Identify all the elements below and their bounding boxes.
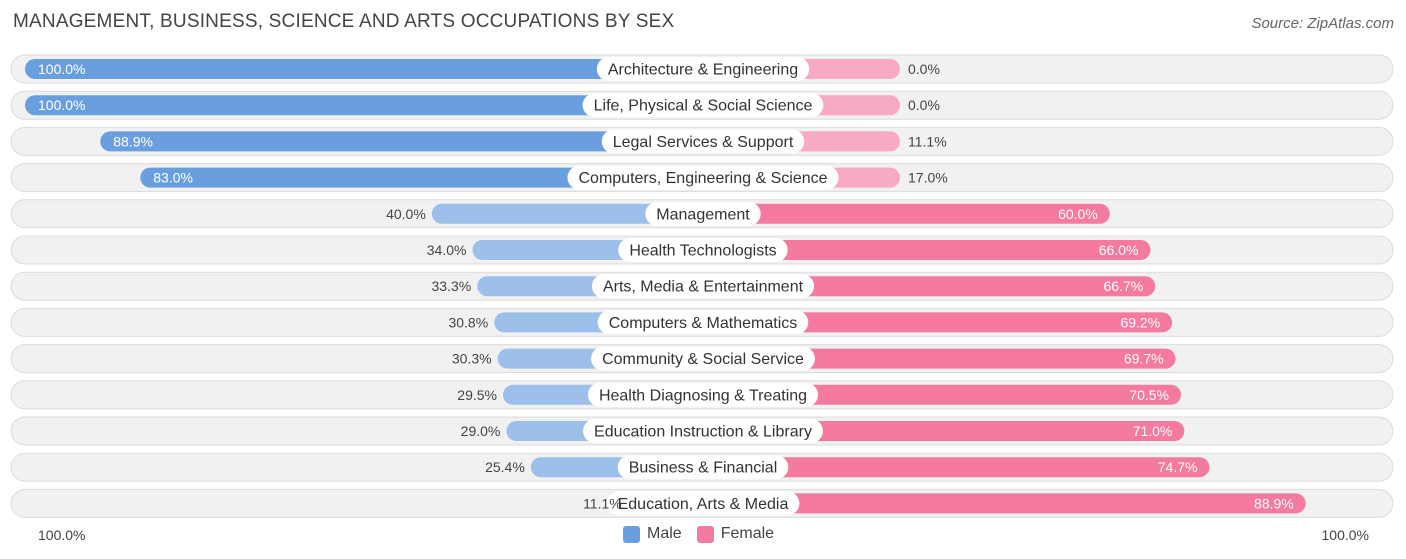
category-label: Computers & Mathematics <box>609 315 798 332</box>
category-label: Business & Financial <box>629 460 778 477</box>
male-bar <box>25 59 703 79</box>
male-value-label: 30.8% <box>448 314 488 330</box>
category-pill <box>606 491 800 516</box>
female-bar <box>703 276 1156 297</box>
category-pill <box>618 238 788 262</box>
male-value-label: 25.4% <box>485 459 525 475</box>
category-label: Health Technologists <box>629 243 776 260</box>
female-value-label: 71.0% <box>1133 423 1173 439</box>
legend-label-male: Male <box>647 525 682 542</box>
female-value-label: 70.5% <box>1129 387 1169 403</box>
male-value-label: 33.3% <box>432 278 472 294</box>
male-value-label: 29.0% <box>461 423 501 439</box>
male-value-label: 100.0% <box>38 97 85 113</box>
female-bar <box>703 421 1185 441</box>
female-bar <box>703 240 1151 260</box>
legend-item-male: Male <box>623 525 682 543</box>
category-pill <box>591 346 815 371</box>
female-value-label: 17.0% <box>908 170 948 186</box>
legend-label-female: Female <box>720 525 775 542</box>
axis-left-label: 100.0% <box>38 527 86 543</box>
category-label: Architecture & Engineering <box>608 62 798 79</box>
category-pill <box>596 57 810 81</box>
male-bar <box>100 131 704 152</box>
legend-swatch-female <box>696 525 714 543</box>
legend-swatch-male <box>623 525 640 543</box>
female-value-label: 66.0% <box>1099 242 1139 258</box>
category-pill <box>567 165 839 190</box>
female-bar <box>703 493 1306 514</box>
category-pill <box>645 201 761 226</box>
category-pill <box>583 419 823 443</box>
male-bar <box>431 203 703 224</box>
axis-right-label: 100.0% <box>1321 527 1369 543</box>
category-label: Education, Arts & Media <box>618 496 789 513</box>
female-bar <box>703 348 1176 369</box>
diverging-bar-chart: Architecture & Engineering 100.0% 0.0% Life… <box>10 54 1394 518</box>
category-pill <box>601 129 805 154</box>
source-note: Source: ZipAtlas.com <box>1251 15 1394 32</box>
category-pill <box>591 274 815 299</box>
male-value-label: 83.0% <box>153 170 193 186</box>
male-value-label: 30.3% <box>452 351 492 367</box>
female-bar <box>703 384 1181 405</box>
category-label: Health Diagnosing & Treating <box>599 387 807 404</box>
category-label: Life, Physical & Social Science <box>594 98 813 115</box>
male-value-label: 40.0% <box>386 206 426 222</box>
female-value-label: 69.2% <box>1120 314 1160 330</box>
male-value-label: 34.0% <box>427 242 467 258</box>
category-label: Computers, Engineering & Science <box>578 170 827 187</box>
male-value-label: 100.0% <box>38 61 85 77</box>
male-value-label: 88.9% <box>113 133 153 149</box>
category-label: Community & Social Service <box>602 351 804 368</box>
category-pill <box>617 455 789 480</box>
female-bar <box>703 203 1110 224</box>
female-bar <box>703 457 1210 478</box>
male-bar <box>25 95 703 116</box>
category-label: Arts, Media & Entertainment <box>603 279 804 296</box>
female-value-label: 88.9% <box>1254 495 1294 511</box>
male-value-label: 29.5% <box>457 387 497 403</box>
female-bar <box>703 312 1173 333</box>
female-value-label: 0.0% <box>908 97 940 113</box>
chart-title: MANAGEMENT, BUSINESS, SCIENCE AND ARTS O… <box>13 11 675 32</box>
female-value-label: 74.7% <box>1158 459 1198 475</box>
legend: Male Female <box>623 525 789 543</box>
category-label: Education Instruction & Library <box>594 424 812 441</box>
category-label: Management <box>656 206 750 223</box>
female-value-label: 69.7% <box>1124 351 1164 367</box>
category-label: Legal Services & Support <box>613 134 794 151</box>
male-bar <box>140 167 703 188</box>
category-pill <box>582 93 824 118</box>
legend-item-female: Female <box>696 525 775 543</box>
female-value-label: 11.1% <box>908 133 947 149</box>
category-pill <box>587 382 819 407</box>
category-pill <box>597 310 809 335</box>
female-value-label: 66.7% <box>1104 278 1144 294</box>
female-value-label: 0.0% <box>908 61 940 77</box>
female-value-label: 60.0% <box>1058 206 1098 222</box>
male-value-label: 11.1% <box>583 495 622 511</box>
